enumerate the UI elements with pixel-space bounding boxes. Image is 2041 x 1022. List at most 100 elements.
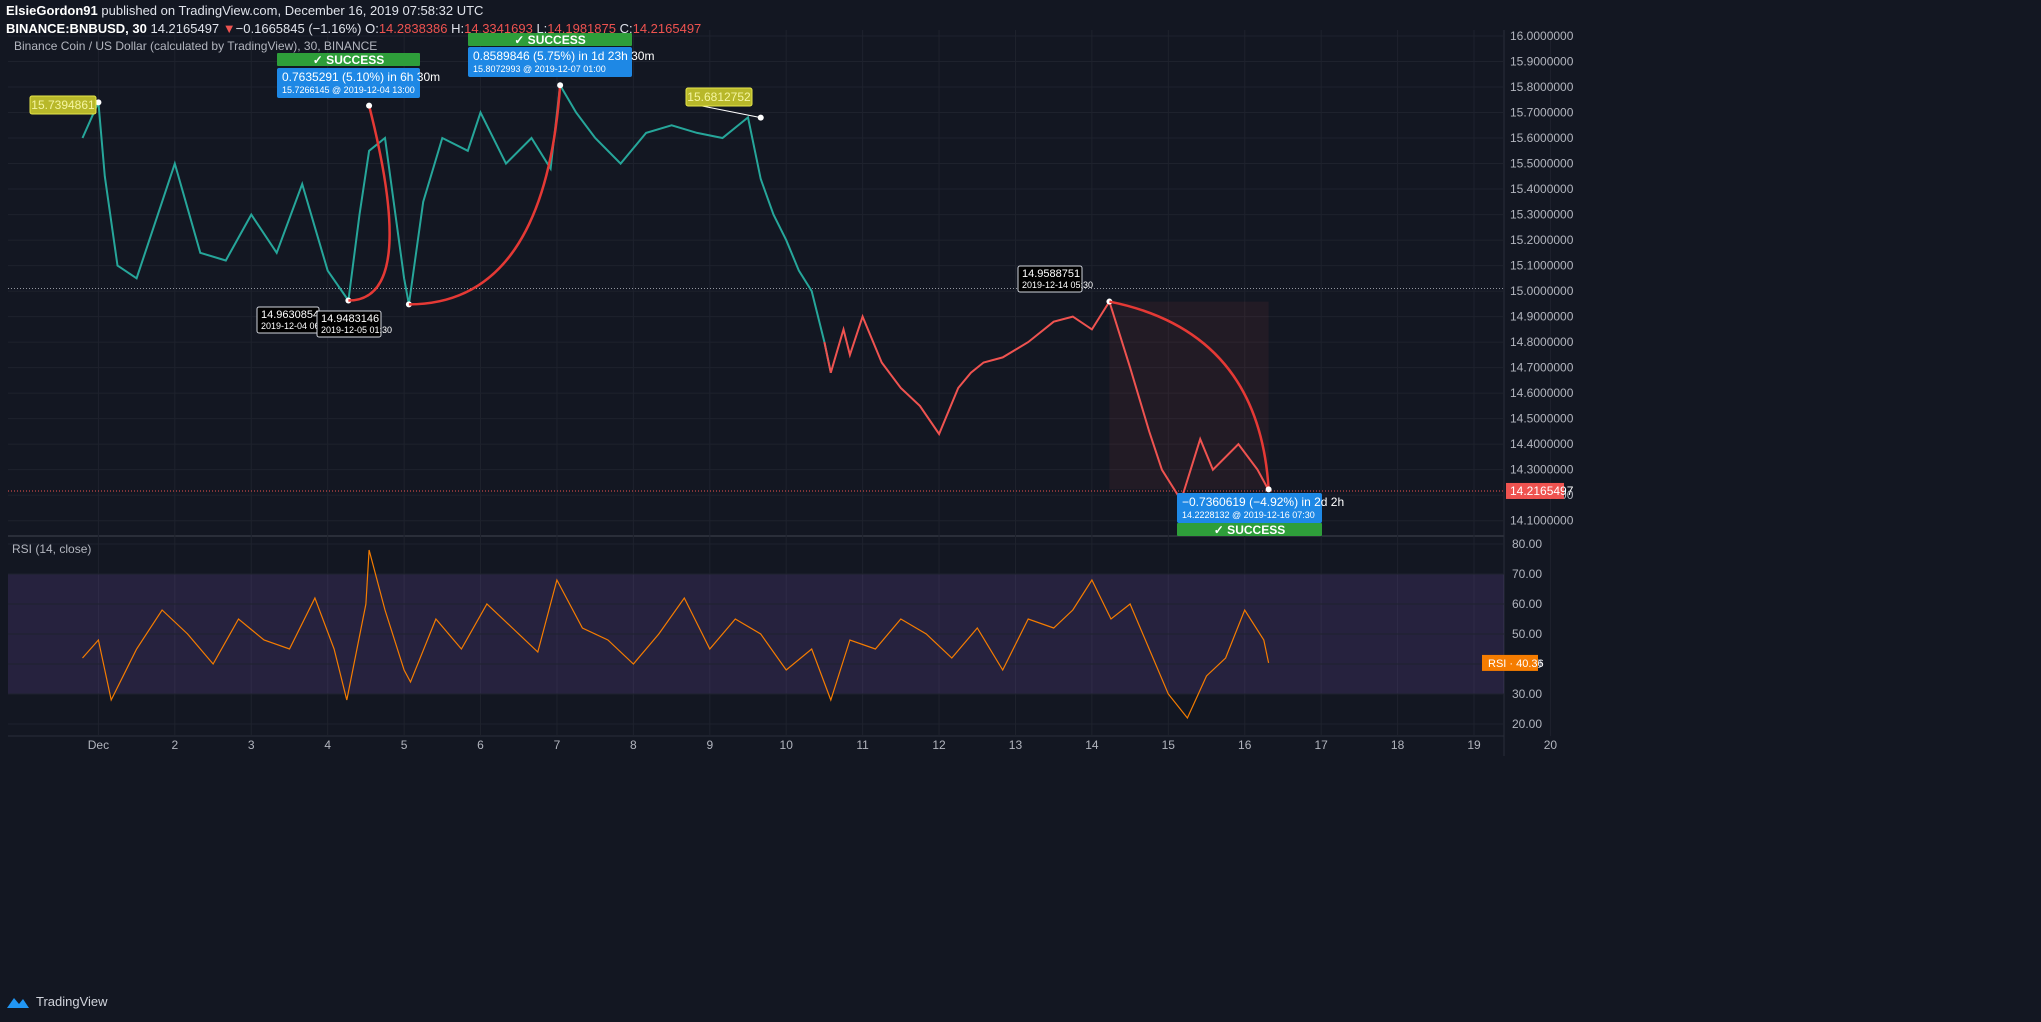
x-tick-label: 8 [630,738,637,752]
x-tick-label: 10 [780,738,794,752]
y-tick-label: 15.7000000 [1510,106,1574,120]
y-tick-label: 15.6000000 [1510,131,1574,145]
x-tick-label: 14 [1085,738,1099,752]
price-mark-value: 14.9588751 [1022,268,1080,280]
y-tick-label: 15.0000000 [1510,284,1574,298]
forecast-box [1177,493,1322,523]
rsi-title: RSI (14, close) [12,542,91,556]
y-tick-label: 16.0000000 [1510,29,1574,43]
close-value: 14.2165497 [632,21,702,36]
y-tick-label: 15.9000000 [1510,55,1574,69]
note-anchor [757,114,764,121]
note-anchor [95,99,102,106]
published-text: published on TradingView.com, December 1… [101,3,484,18]
forecast-line1: 0.8589846 (5.75%) in 1d 23h 30m [473,49,654,63]
high-value: 14.3341693 [464,21,533,36]
price-mark-value: 14.9630854 [261,309,319,321]
price-mark-date: 2019-12-05 01:30 [321,325,392,335]
note-text: 15.6812752 [687,90,751,104]
forecast-line2: 14.2228132 @ 2019-12-16 07:30 [1182,510,1315,520]
success-label: ✓ SUCCESS [514,33,585,47]
rsi-line [82,549,1270,720]
price-mark-box [1017,265,1083,293]
forecast-target [366,102,373,109]
y-tick-label: 14.4000000 [1510,437,1574,451]
forecast-line2: 15.8072993 @ 2019-12-07 01:00 [473,64,606,74]
forecast-target [1265,486,1272,493]
price-line-up [81,82,832,373]
x-tick-label: 2 [171,738,178,752]
low-value: 14.1981875 [547,21,616,36]
y-tick-label: 14.5000000 [1510,412,1574,426]
y-tick-label: 15.3000000 [1510,208,1574,222]
last-price-text: 14.2165497 [1510,484,1574,498]
note-box [29,95,97,115]
forecast-target [557,82,564,89]
chart-title: Binance Coin / US Dollar (calculated by … [14,39,377,53]
open-label: O: [365,21,379,36]
price-line-down [823,299,1270,503]
tradingview-logo-icon [7,997,29,1008]
rsi-tick-label: 20.00 [1512,717,1542,731]
forecast-arc [1109,300,1270,490]
y-tick-label: 15.8000000 [1510,80,1574,94]
x-tick-label: 12 [932,738,946,752]
y-tick-label: 14.8000000 [1510,335,1574,349]
success-label: ✓ SUCCESS [313,53,384,67]
y-tick-label: 14.6000000 [1510,386,1574,400]
x-tick-label: 20 [1544,738,1558,752]
x-tick-label: 9 [706,738,713,752]
rsi-badge-text: RSI · 40.36 [1488,658,1544,670]
price-mark-date: 2019-12-14 05:30 [1022,280,1093,290]
y-tick-label: 14.1000000 [1510,514,1574,528]
y-tick-label: 15.1000000 [1510,259,1574,273]
success-label: ✓ SUCCESS [1214,523,1285,537]
price-mark-date: 2019-12-04 06:30 [261,321,332,331]
forecast-arc [348,105,391,302]
success-badge [468,33,632,46]
last-price-badge [1506,482,1564,499]
publish-info: ElsieGordon91 published on TradingView.c… [6,3,483,18]
rsi-badge [1482,654,1538,671]
last-price: 14.2165497 [150,21,220,36]
forecast-box [277,68,420,98]
ohlc-bar: BINANCE:BNBUSD, 30 14.2165497 ▼−0.166584… [6,21,701,36]
forecast-line1: −0.7360619 (−4.92%) in 2d 2h [1182,495,1344,509]
y-tick-label: 15.2000000 [1510,233,1574,247]
y-tick-label: 15.4000000 [1510,182,1574,196]
low-label: L: [536,21,548,36]
x-tick-label: 19 [1467,738,1481,752]
y-tick-label: 15.5000000 [1510,157,1574,171]
rsi-tick-label: 30.00 [1512,687,1542,701]
rsi-tick-label: 70.00 [1512,567,1542,581]
rsi-tick-label: 80.00 [1512,537,1542,551]
rsi-tick-label: 60.00 [1512,597,1542,611]
price-mark-value: 14.9483146 [321,313,379,325]
price-mark-box [316,310,382,338]
x-tick-label: 4 [324,738,331,752]
x-tick-label: 3 [248,738,255,752]
x-tick-label: 11 [856,738,869,752]
footer: TradingView [6,994,108,1009]
price-change: −0.1665845 (−1.16%) [235,21,362,36]
down-arrow-icon: ▼ [222,21,236,36]
note-box [685,87,753,107]
close-label: C: [619,21,633,36]
high-label: H: [451,21,465,36]
x-tick-label: 6 [477,738,484,752]
x-tick-label: 18 [1391,738,1405,752]
x-tick-label: 16 [1238,738,1252,752]
author-name[interactable]: ElsieGordon91 [6,3,98,18]
rsi-tick-label: 50.00 [1512,627,1542,641]
x-tick-label: 15 [1162,738,1176,752]
x-tick-label: 17 [1314,738,1328,752]
y-tick-label: 14.3000000 [1510,463,1574,477]
forecast-arc [408,85,562,306]
x-tick-label: 13 [1009,738,1023,752]
x-tick-label: 5 [401,738,408,752]
note-text: 15.7394861 [31,98,95,112]
forecast-box [468,47,632,77]
success-badge [1177,523,1322,536]
brand-name: TradingView [36,994,108,1009]
